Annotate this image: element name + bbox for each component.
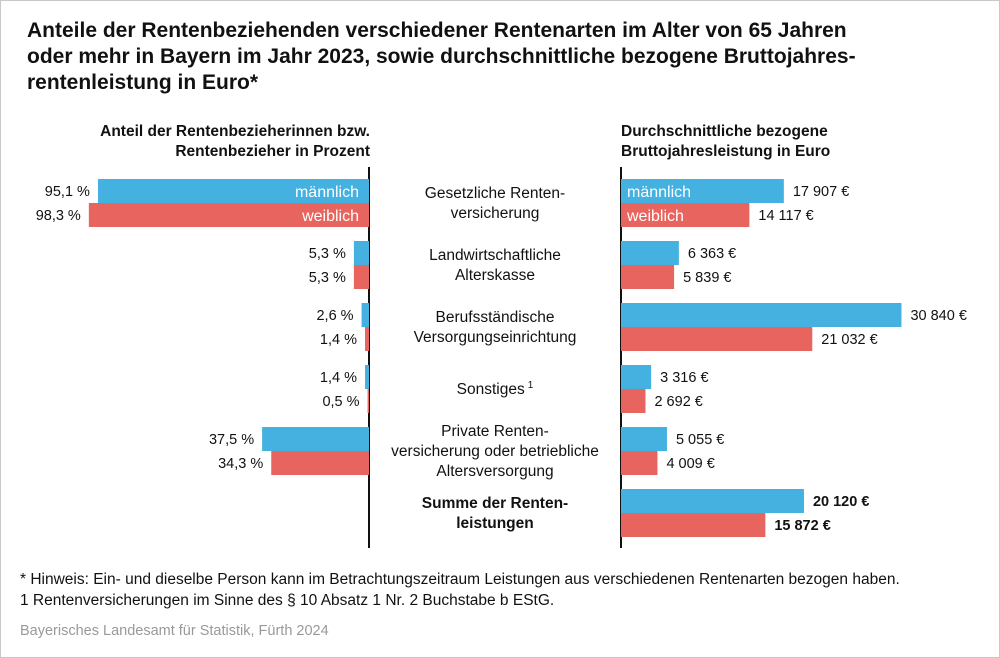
right-value-label: 30 840 €	[910, 308, 966, 324]
right-bar-female	[621, 389, 646, 413]
category-label: versicherung oder betriebliche	[391, 443, 599, 460]
category-label: Landwirtschaftliche	[429, 247, 561, 264]
left-panel-title: Anteil der Rentenbezieherinnen bzw. Rent…	[60, 122, 370, 162]
right-bar-male	[621, 365, 652, 389]
right-bar-male	[621, 489, 804, 513]
left-bar-female	[367, 389, 369, 413]
right-bar-female	[621, 265, 675, 289]
right-bar-male	[621, 303, 902, 327]
category-label: Summe der Renten-	[422, 495, 568, 512]
left-panel-title-line: Rentenbezieher in Prozent	[175, 143, 370, 160]
left-series-label: männlich	[295, 184, 359, 201]
right-panel-title-line: Bruttojahresleistung in Euro	[621, 143, 831, 160]
left-bar-male	[361, 303, 369, 327]
category-label: Altersversorgung	[436, 463, 553, 480]
left-bar-male	[353, 241, 369, 265]
left-bar-female	[88, 203, 369, 227]
left-value-label: 5,3 %	[309, 246, 346, 262]
category-label: Versorgungseinrichtung	[414, 329, 577, 346]
chart-title-line: Anteile der Rentenbeziehenden verschiede…	[27, 19, 847, 42]
left-value-label: 2,6 %	[316, 308, 353, 324]
left-value-label: 0,5 %	[322, 394, 359, 410]
right-panel-title: Durchschnittliche bezogene Bruttojahresl…	[621, 122, 951, 162]
right-bar-female	[621, 203, 750, 227]
category-label: Gesetzliche Renten-	[425, 185, 565, 202]
category-label: Berufsständische	[436, 309, 555, 326]
left-bar-female	[271, 451, 369, 475]
right-value-label: 4 009 €	[666, 456, 714, 472]
chart-title-line: oder mehr in Bayern im Jahr 2023, sowie …	[27, 45, 856, 68]
right-bar-female	[621, 327, 813, 351]
right-value-label: 15 872 €	[774, 518, 830, 534]
right-value-label: 5 055 €	[676, 432, 724, 448]
right-value-label: 20 120 €	[813, 494, 869, 510]
right-value-label: 21 032 €	[821, 332, 877, 348]
right-value-label: 6 363 €	[688, 246, 736, 262]
right-bar-male	[621, 427, 667, 451]
category-label: Alterskasse	[455, 267, 535, 284]
right-series-label: männlich	[627, 184, 691, 201]
left-bar-male	[365, 365, 369, 389]
category-label: Private Renten-	[441, 423, 549, 440]
right-bar-male	[621, 179, 784, 203]
left-value-label: 1,4 %	[320, 332, 357, 348]
footnote-mark: 1	[528, 380, 534, 391]
right-bar-male	[621, 241, 679, 265]
left-bar-female	[365, 327, 369, 351]
category-label: leistungen	[456, 515, 534, 532]
category-label: versicherung	[451, 205, 540, 222]
right-value-label: 2 692 €	[654, 394, 702, 410]
left-value-label: 95,1 %	[45, 184, 90, 200]
left-value-label: 37,5 %	[209, 432, 254, 448]
left-bar-female	[353, 265, 369, 289]
left-bar-male	[262, 427, 369, 451]
left-panel-title-line: Anteil der Rentenbezieherinnen bzw.	[100, 123, 370, 140]
footnote-hinweis: * Hinweis: Ein- und dieselbe Person kann…	[20, 571, 900, 588]
left-series-label: weiblich	[301, 208, 359, 225]
right-value-label: 5 839 €	[683, 270, 731, 286]
right-series-label: weiblich	[626, 208, 684, 225]
category-label: Sonstiges 1	[457, 380, 534, 398]
source-note: Bayerisches Landesamt für Statistik, Für…	[20, 623, 329, 639]
right-value-label: 14 117 €	[758, 208, 813, 224]
left-value-label: 1,4 %	[320, 370, 357, 386]
right-panel-title-line: Durchschnittliche bezogene	[621, 123, 828, 140]
right-bar-female	[621, 513, 766, 537]
left-value-label: 34,3 %	[218, 456, 263, 472]
left-bar-male	[97, 179, 369, 203]
right-value-label: 3 316 €	[660, 370, 708, 386]
left-value-label: 5,3 %	[309, 270, 346, 286]
right-value-label: 17 907 €	[793, 184, 849, 200]
footnote-1: 1 Rentenversicherungen im Sinne des § 10…	[20, 592, 555, 609]
chart-title: Anteile der Rentenbeziehenden verschiede…	[27, 18, 957, 96]
left-value-label: 98,3 %	[36, 208, 81, 224]
right-bar-female	[621, 451, 658, 475]
chart-title-line: rentenleistung in Euro*	[27, 71, 259, 94]
